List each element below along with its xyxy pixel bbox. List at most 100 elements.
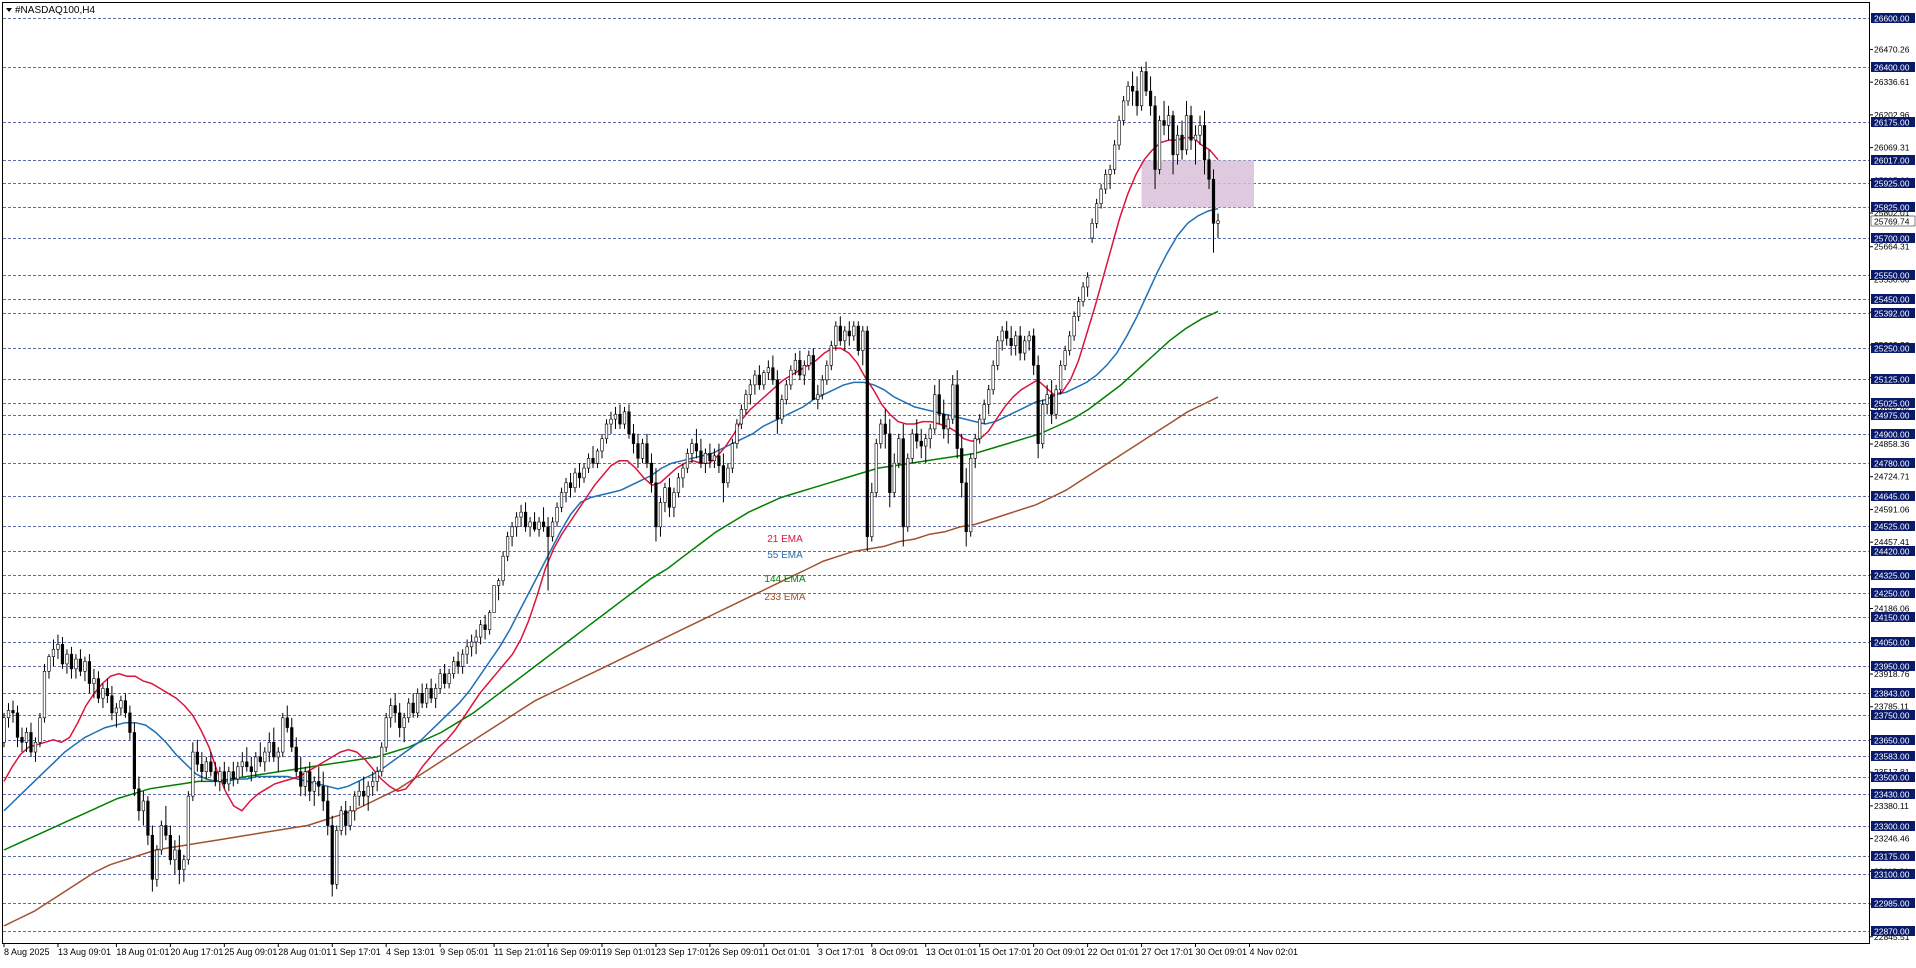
candle-body	[1211, 178, 1216, 224]
candle-body	[937, 394, 941, 415]
candle-body	[249, 766, 253, 772]
level-label-box	[1871, 13, 1915, 23]
candle-body	[739, 409, 743, 425]
candle-body	[649, 462, 654, 484]
candle-body	[402, 717, 406, 728]
level-label-box	[1871, 178, 1915, 188]
candle-body	[955, 384, 959, 449]
candle-body	[1045, 394, 1049, 405]
level-label-box	[1871, 710, 1915, 720]
candle-body	[182, 859, 186, 870]
candle-body	[1153, 105, 1157, 170]
candle-body	[375, 771, 379, 782]
candle-body	[690, 443, 694, 454]
candle-body	[159, 825, 163, 851]
candle-body	[991, 364, 995, 391]
candle-body	[730, 443, 734, 469]
candle-body	[910, 433, 914, 459]
candle-body	[330, 825, 334, 885]
candle-body	[285, 717, 289, 728]
current-price-label: 25769.74	[1874, 216, 1910, 226]
candle-body	[29, 732, 33, 753]
candle-body	[447, 673, 451, 684]
candle-body	[2, 717, 6, 743]
candle-body	[303, 771, 307, 787]
level-label-box	[1871, 789, 1915, 799]
legend-label-ema: 144 EMA	[764, 574, 805, 585]
level-label: 24975.00	[1874, 410, 1910, 420]
candle-body	[1009, 338, 1013, 347]
candle-body	[452, 661, 456, 675]
level-label-box	[1871, 410, 1915, 420]
level-label: 23650.00	[1874, 735, 1910, 745]
candle-body	[438, 673, 442, 689]
plot-frame	[2, 2, 1870, 944]
level-label: 25550.00	[1874, 270, 1910, 280]
price-tick-label: 25664.31	[1874, 242, 1910, 252]
candle-body	[793, 360, 797, 371]
candle-body	[380, 746, 384, 772]
level-label: 24900.00	[1874, 429, 1910, 439]
candle-body	[591, 458, 595, 464]
level-label-box	[1871, 612, 1915, 622]
level-label-box	[1871, 546, 1915, 556]
candle-body	[1198, 125, 1202, 136]
current-price-box	[1870, 215, 1916, 227]
candle-body	[1086, 276, 1090, 288]
legend-label-ema: 55 EMA	[767, 550, 803, 561]
candle-body	[969, 458, 973, 533]
level-label-box	[1871, 521, 1915, 531]
candle-body	[6, 710, 11, 719]
level-label: 25925.00	[1874, 178, 1910, 188]
candle-body	[1189, 115, 1193, 141]
time-label: 28 Aug 01:01	[278, 947, 331, 957]
candle-body	[825, 364, 829, 381]
time-label: 4 Nov 02:01	[1249, 947, 1298, 957]
candle-body	[883, 423, 887, 435]
candle-body	[550, 521, 555, 537]
candle-body	[294, 746, 298, 772]
candle-body	[168, 834, 172, 861]
candle-body	[254, 756, 258, 772]
candle-body	[1207, 159, 1211, 180]
candle-body	[1099, 188, 1103, 205]
candle-body	[425, 688, 429, 704]
candle-body	[838, 325, 842, 342]
candle-body	[101, 688, 105, 699]
time-label: 23 Sep 17:01	[656, 947, 710, 957]
level-label: 24325.00	[1874, 570, 1910, 580]
candle-body	[609, 418, 613, 425]
level-lines	[3, 18, 1869, 932]
candle-body	[640, 443, 645, 459]
level-label-box	[1871, 869, 1915, 879]
candle-body	[128, 712, 132, 733]
ema-233-line	[3, 396, 1219, 927]
candle-body	[519, 511, 523, 518]
candle-body	[15, 712, 20, 738]
level-label: 24525.00	[1874, 521, 1910, 531]
time-label: 19 Sep 01:01	[602, 947, 656, 957]
candle-body	[1112, 144, 1117, 170]
price-tick-label: 24724.71	[1874, 472, 1910, 482]
ema-144-line	[3, 310, 1219, 851]
candle-body	[892, 462, 896, 493]
candle-body	[272, 741, 276, 758]
candle-body	[209, 761, 213, 772]
level-label-box	[1871, 202, 1915, 212]
candle-body	[973, 438, 977, 459]
candle-body	[1050, 394, 1054, 415]
candle-body	[933, 394, 937, 430]
candle-body	[829, 345, 833, 366]
dropdown-triangle-icon[interactable]	[6, 8, 12, 12]
candle-body	[568, 482, 573, 488]
symbol-header[interactable]: #NASDAQ100,H4	[6, 5, 95, 16]
time-label: 1 Oct 01:01	[764, 947, 811, 957]
candle-body	[964, 482, 968, 533]
candle-body	[33, 741, 38, 753]
candle-body	[119, 700, 123, 709]
candle-body	[595, 450, 600, 464]
level-label: 24420.00	[1874, 546, 1910, 556]
